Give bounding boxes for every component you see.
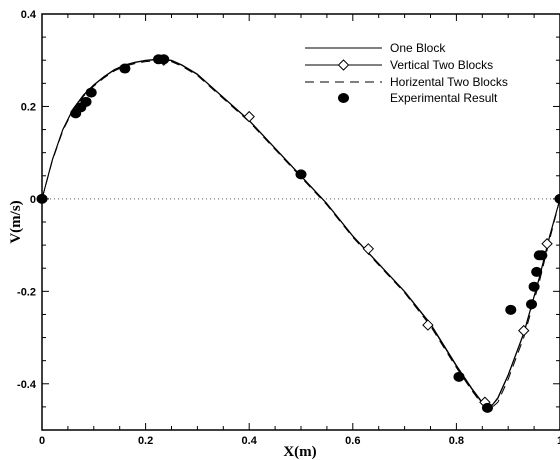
markers-layer	[36, 54, 560, 413]
experimental-point	[119, 63, 131, 74]
experimental-point	[481, 402, 493, 413]
experimental-point	[531, 266, 543, 277]
x-tick-label: 0	[39, 435, 45, 447]
diamond-marker	[541, 238, 553, 250]
diamond-marker	[518, 324, 530, 337]
y-tick-label: 0	[30, 194, 36, 206]
experimental-point	[80, 96, 92, 107]
x-tick-label: 0.2	[138, 435, 153, 447]
experimental-point	[85, 87, 97, 98]
experimental-point	[536, 250, 548, 261]
diamond-marker	[362, 243, 375, 255]
legend-label: Vertical Two Blocks	[390, 58, 493, 72]
diamond-marker	[422, 319, 434, 331]
series-line-2	[41, 60, 560, 410]
experimental-point	[526, 299, 538, 310]
legend-label: Horizental Two Blocks	[390, 75, 508, 89]
legend-circle	[338, 93, 349, 103]
experimental-point	[505, 304, 517, 315]
x-tick-label: 0.4	[242, 435, 258, 447]
experimental-point	[36, 193, 48, 204]
y-tick-label: -0.4	[17, 379, 37, 391]
x-tick-label: 0.6	[345, 435, 360, 447]
legend-label: Experimental Result	[390, 91, 498, 105]
series-line-0	[41, 58, 560, 409]
legend: One Block Vertical Two Blocks Horizental T…	[305, 41, 508, 105]
y-axis-label: V(m/s)	[8, 200, 24, 243]
series-layer	[41, 58, 560, 410]
x-tick-label: 1	[557, 435, 560, 447]
experimental-point	[554, 193, 560, 204]
y-tick-label: -0.2	[17, 286, 36, 298]
experimental-point	[158, 54, 170, 65]
experimental-point	[453, 371, 465, 382]
legend-diamond	[337, 59, 350, 71]
x-axis-label: X(m)	[283, 444, 316, 460]
legend-label: One Block	[390, 41, 446, 55]
series-line-1	[41, 59, 560, 409]
diamond-marker	[243, 110, 255, 123]
experimental-point	[295, 169, 307, 180]
experimental-point	[528, 281, 540, 292]
x-tick-label: 0.8	[449, 435, 464, 447]
y-tick-label: 0.2	[21, 101, 36, 113]
y-tick-label: 0.4	[21, 9, 37, 21]
axis-ticks: 0 0.2 0.4 0.6 0.8 1 -0.4 -0.2 0 0.2 0.4	[17, 9, 560, 447]
